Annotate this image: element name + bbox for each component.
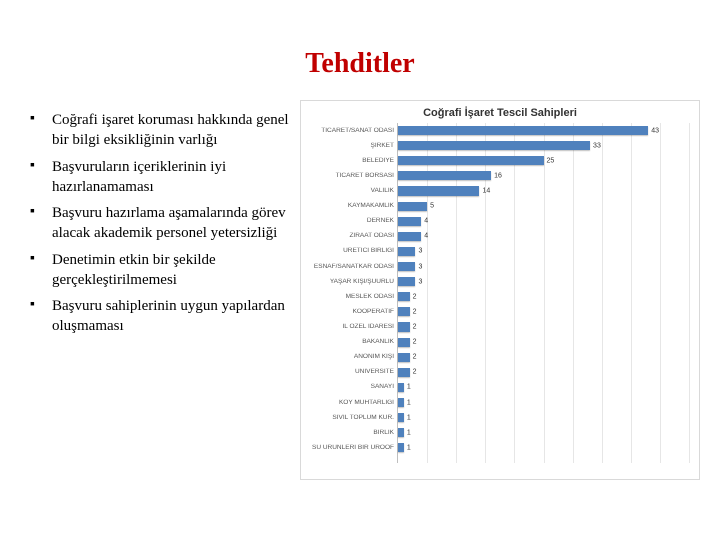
bar: 2 — [398, 322, 410, 331]
bar-row: DERNEK4 — [398, 214, 689, 229]
bullet-item: Denetimin etkin bir şekilde gerçekleştir… — [28, 250, 308, 291]
bar-value: 2 — [410, 369, 417, 376]
bar: 1 — [398, 428, 404, 437]
bar-value: 1 — [404, 384, 411, 391]
bar-value: 3 — [415, 248, 422, 255]
bar-value: 3 — [415, 278, 422, 285]
bar-value: 5 — [427, 203, 434, 210]
bar-row: TİCARET BORSASI16 — [398, 168, 689, 183]
bar-row: ZİRAAT ODASI4 — [398, 229, 689, 244]
bar: 3 — [398, 247, 415, 256]
bar-label: DERNEK — [306, 218, 398, 225]
bar: 2 — [398, 292, 410, 301]
bar-value: 4 — [421, 233, 428, 240]
bar-row: KAYMAKAMLIK5 — [398, 199, 689, 214]
bar-label: BELEDİYE — [306, 158, 398, 165]
bar-row: SANAYİ1 — [398, 380, 689, 395]
bar-value: 14 — [479, 187, 490, 194]
bar-label: VALİLİK — [306, 188, 398, 195]
bar-row: ESNAF/SANATKAR ODASI3 — [398, 259, 689, 274]
bar-label: SİVİL TOPLUM KUR. — [306, 414, 398, 421]
bar-label: BİRLİK — [306, 429, 398, 436]
bar-row: ÜNİVERSİTE2 — [398, 365, 689, 380]
bar: 3 — [398, 262, 415, 271]
bar: 16 — [398, 171, 491, 180]
bullet-item: Başvuru sahiplerinin uygun yapılardan ol… — [28, 296, 308, 337]
bar-value: 1 — [404, 399, 411, 406]
bar-value: 2 — [410, 323, 417, 330]
bar-row: VALİLİK14 — [398, 183, 689, 198]
bar-label: ÜNİVERSİTE — [306, 369, 398, 376]
bar-row: SİVİL TOPLUM KUR.1 — [398, 410, 689, 425]
bar-row: KÖY MUHTARLIĞI1 — [398, 395, 689, 410]
bar-row: ÜRETİCİ BİRLİĞİ3 — [398, 244, 689, 259]
bar-row: BELEDİYE25 — [398, 153, 689, 168]
bar-row: BAKANLIK2 — [398, 335, 689, 350]
bar: 2 — [398, 353, 410, 362]
bar: 2 — [398, 368, 410, 377]
bar: 2 — [398, 338, 410, 347]
bar-label: ÜRETİCİ BİRLİĞİ — [306, 248, 398, 255]
bar-label: SU ÜRÜNLERİ BİR ÜROOF — [306, 445, 398, 452]
chart-body: TİCARET/SANAT ODASI43ŞİRKET33BELEDİYE25T… — [397, 123, 689, 463]
bar-label: ZİRAAT ODASI — [306, 233, 398, 240]
bullet-item: Başvuru hazırlama aşamalarında görev ala… — [28, 203, 308, 244]
grid-line — [689, 123, 690, 463]
bar-label: ESNAF/SANATKAR ODASI — [306, 263, 398, 270]
bar-row: İL ÖZEL İDARESİ2 — [398, 319, 689, 334]
bar-value: 16 — [491, 172, 502, 179]
bar: 25 — [398, 156, 544, 165]
bar-row: BİRLİK1 — [398, 425, 689, 440]
bar: 43 — [398, 126, 648, 135]
bar-value: 1 — [404, 414, 411, 421]
bar-label: BAKANLIK — [306, 339, 398, 346]
bar-label: KAYMAKAMLIK — [306, 203, 398, 210]
bar-label: KOOPERATİF — [306, 309, 398, 316]
bar-label: ŞİRKET — [306, 142, 398, 149]
bar-row: KOOPERATİF2 — [398, 304, 689, 319]
bar: 1 — [398, 383, 404, 392]
bar: 14 — [398, 186, 479, 195]
bar: 33 — [398, 141, 590, 150]
bar-value: 3 — [415, 263, 422, 270]
bar-value: 2 — [410, 308, 417, 315]
bullet-item: Başvuruların içeriklerinin iyi hazırlana… — [28, 157, 308, 198]
bar-row: YAŞAR KİŞİ/ŞUURLU3 — [398, 274, 689, 289]
bar-label: MESLEK ODASI — [306, 294, 398, 301]
bar-label: TİCARET/SANAT ODASI — [306, 127, 398, 134]
bar-value: 2 — [410, 339, 417, 346]
bar-row: TİCARET/SANAT ODASI43 — [398, 123, 689, 138]
bar-value: 2 — [410, 293, 417, 300]
bullet-item: Coğrafi işaret koruması hakkında genel b… — [28, 110, 308, 151]
chart-title: Coğrafi İşaret Tescil Sahipleri — [301, 101, 699, 123]
bar-row: ŞİRKET33 — [398, 138, 689, 153]
bar-label: KÖY MUHTARLIĞI — [306, 399, 398, 406]
bar: 2 — [398, 307, 410, 316]
bar: 4 — [398, 217, 421, 226]
bar: 5 — [398, 202, 427, 211]
bar-value: 2 — [410, 354, 417, 361]
bar: 1 — [398, 443, 404, 452]
bar: 3 — [398, 277, 415, 286]
bar-value: 25 — [544, 157, 555, 164]
bar-value: 1 — [404, 444, 411, 451]
bar-value: 1 — [404, 429, 411, 436]
bar-value: 33 — [590, 142, 601, 149]
bar: 1 — [398, 413, 404, 422]
chart-container: Coğrafi İşaret Tescil Sahipleri TİCARET/… — [300, 100, 700, 480]
bullets-list: Coğrafi işaret koruması hakkında genel b… — [28, 110, 308, 343]
bar-label: SANAYİ — [306, 384, 398, 391]
bar-row: ANONİM KİŞİ2 — [398, 350, 689, 365]
bar-row: MESLEK ODASI2 — [398, 289, 689, 304]
bar-label: TİCARET BORSASI — [306, 173, 398, 180]
bar-row: SU ÜRÜNLERİ BİR ÜROOF1 — [398, 440, 689, 455]
bar: 1 — [398, 398, 404, 407]
bar-label: ANONİM KİŞİ — [306, 354, 398, 361]
bar: 4 — [398, 232, 421, 241]
bar-label: İL ÖZEL İDARESİ — [306, 324, 398, 331]
bar-value: 43 — [648, 127, 659, 134]
page-title: Tehditler — [0, 48, 720, 80]
bar-value: 4 — [421, 218, 428, 225]
bar-label: YAŞAR KİŞİ/ŞUURLU — [306, 278, 398, 285]
